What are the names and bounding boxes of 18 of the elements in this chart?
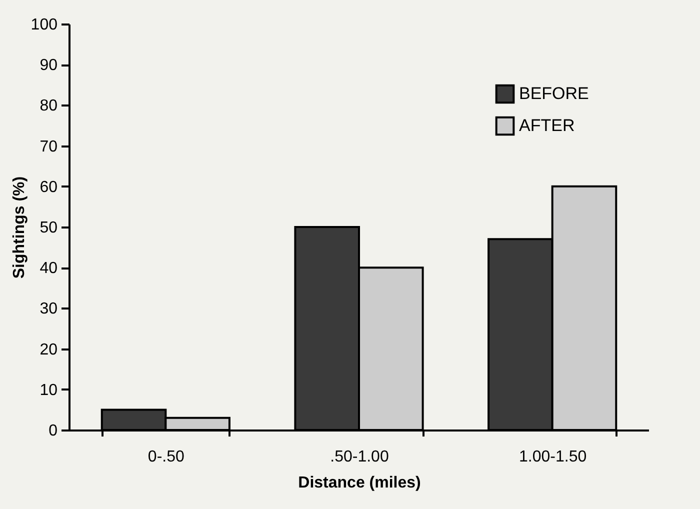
- x-axis-title: Distance (miles): [298, 474, 421, 492]
- y-tick-label: 50: [40, 220, 58, 236]
- y-tick-label: 20: [40, 341, 58, 358]
- y-tick-label: 70: [40, 138, 58, 156]
- y-tick-label: 0: [48, 422, 58, 440]
- y-tick-label: 40: [40, 260, 58, 278]
- x-tick-label: .50-1.00: [330, 448, 389, 466]
- y-axis-title: Sightings (%): [10, 176, 28, 279]
- legend-label: BEFORE: [519, 84, 589, 103]
- y-tick-label: 10: [40, 382, 58, 399]
- y-tick-label: 80: [40, 98, 58, 115]
- legend-label: AFTER: [519, 116, 575, 135]
- y-tick-label: 100: [30, 16, 58, 34]
- y-tick-label: 90: [40, 57, 58, 74]
- y-tick-label: 30: [40, 300, 58, 318]
- y-tick-label: 60: [40, 178, 58, 196]
- x-tick-label: 0-.50: [148, 448, 185, 466]
- x-tick-label: 1.00-1.50: [519, 448, 587, 466]
